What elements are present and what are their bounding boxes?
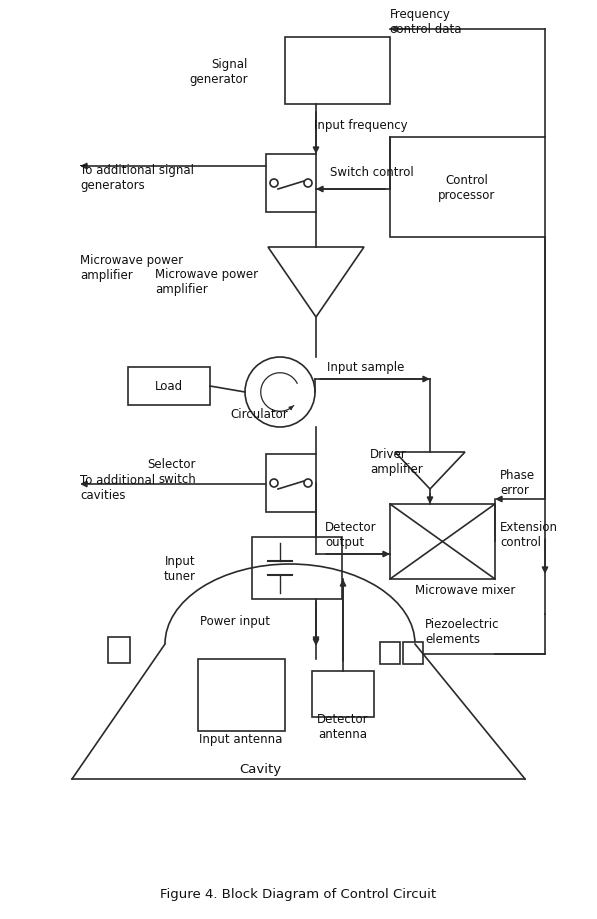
Bar	[390, 505, 495, 579]
Text: Input antenna: Input antenna	[199, 732, 283, 745]
Bar	[128, 368, 210, 405]
Text: Selector
switch: Selector switch	[147, 458, 196, 485]
Text: Microwave power
amplifier: Microwave power amplifier	[80, 254, 183, 282]
Text: Piezoelectric
elements: Piezoelectric elements	[425, 618, 500, 645]
Text: Microwave mixer: Microwave mixer	[415, 583, 515, 596]
Text: Input frequency: Input frequency	[314, 119, 408, 131]
Bar	[266, 154, 316, 213]
Bar	[266, 455, 316, 513]
Bar	[285, 38, 390, 105]
Bar	[312, 671, 374, 717]
Bar	[380, 642, 400, 664]
Bar	[390, 138, 545, 238]
Text: Input
tuner: Input tuner	[164, 554, 196, 583]
Text: Detector
output: Detector output	[325, 520, 377, 549]
Text: Figure 4. Block Diagram of Control Circuit: Figure 4. Block Diagram of Control Circu…	[161, 888, 436, 901]
Text: Input sample: Input sample	[327, 361, 404, 374]
Bar	[198, 659, 285, 732]
Text: Control
processor: Control processor	[438, 174, 496, 202]
Bar	[252, 538, 342, 599]
Bar	[108, 637, 130, 664]
Text: Frequency
control data: Frequency control data	[390, 8, 461, 36]
Text: To additional signal
generators: To additional signal generators	[80, 164, 194, 192]
Text: Signal
generator: Signal generator	[189, 58, 248, 85]
Text: To additional
cavities: To additional cavities	[80, 473, 155, 502]
Text: Switch control: Switch control	[330, 166, 414, 179]
Bar	[403, 642, 423, 664]
Text: Extension
control: Extension control	[500, 520, 558, 549]
Text: Cavity: Cavity	[239, 763, 281, 776]
Text: Phase
error: Phase error	[500, 469, 535, 496]
Text: Microwave power
amplifier: Microwave power amplifier	[155, 267, 258, 296]
Text: Circulator: Circulator	[230, 408, 288, 421]
Text: Power input: Power input	[200, 615, 270, 628]
Text: Detector
antenna: Detector antenna	[317, 712, 369, 740]
Text: Driver
amplifier: Driver amplifier	[370, 448, 423, 475]
Text: Load: Load	[155, 380, 183, 393]
